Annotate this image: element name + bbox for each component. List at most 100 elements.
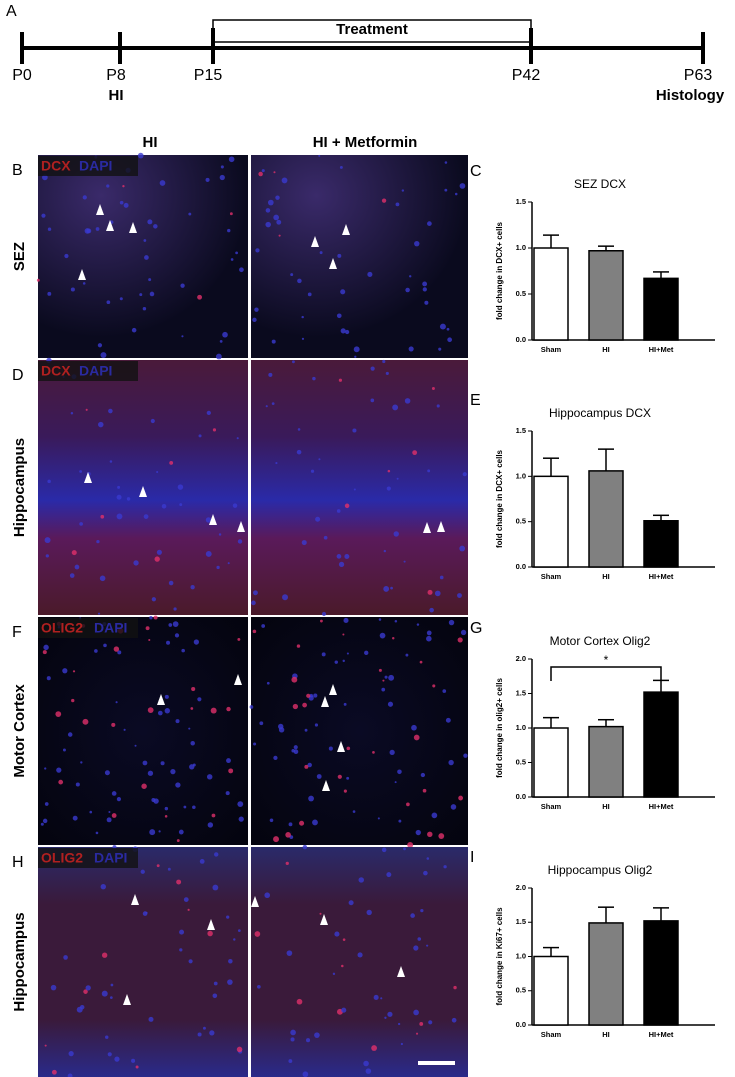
cell [89, 810, 93, 814]
cell [40, 822, 44, 826]
cell [459, 545, 466, 552]
significance-bracket [550, 666, 662, 681]
cell [414, 240, 420, 247]
cell [460, 629, 467, 636]
cell [385, 371, 389, 376]
cell [301, 540, 307, 546]
x-tick-label: HI [602, 345, 610, 354]
y-tick-label: 2.0 [516, 883, 526, 892]
cell [85, 985, 91, 991]
cell [313, 693, 318, 698]
cell [116, 513, 123, 520]
cell [416, 623, 420, 626]
cell [346, 746, 351, 751]
cell [275, 461, 278, 465]
cell [169, 461, 174, 465]
cell [237, 929, 241, 932]
cell [387, 1011, 393, 1017]
cell [293, 749, 299, 755]
cell [458, 795, 464, 801]
y-tick-label: 0.5 [516, 757, 526, 766]
y-tick-label: 2.0 [516, 654, 526, 663]
cell [397, 1022, 401, 1026]
cell [413, 945, 419, 951]
stain-label: DAPI [94, 850, 127, 866]
cell [82, 282, 86, 285]
cell [82, 718, 89, 725]
row-label: Hippocampus [11, 912, 28, 1011]
y-tick-label: 1.5 [516, 917, 526, 926]
arrowhead [237, 521, 245, 532]
cell [205, 551, 212, 557]
panel-letter: H [12, 854, 24, 871]
cell [301, 315, 304, 319]
cell [387, 469, 391, 473]
cell [463, 753, 468, 758]
cell [448, 619, 455, 626]
row-label: SEZ [11, 242, 28, 271]
cell [164, 694, 169, 699]
cell [228, 958, 233, 964]
cell [106, 817, 112, 823]
cell [344, 503, 350, 509]
cell [271, 339, 276, 344]
cell [239, 267, 244, 273]
cell [252, 629, 257, 634]
cell [451, 1017, 457, 1023]
cell [334, 660, 338, 664]
significance-mark: * [604, 653, 609, 667]
timeline-ticks [20, 28, 705, 64]
cell [99, 575, 106, 582]
cell [56, 767, 62, 773]
cell [392, 404, 399, 411]
cell [84, 228, 91, 234]
cell [328, 746, 333, 751]
cell [439, 575, 444, 580]
timepoint: P42 [512, 67, 541, 84]
cell [342, 633, 345, 636]
cell [164, 815, 168, 818]
arrowhead [139, 486, 147, 497]
cell [413, 734, 420, 741]
cell [308, 795, 314, 802]
timepoint: P15 [194, 67, 223, 84]
cell [114, 1056, 120, 1062]
cell [190, 740, 195, 746]
arrowhead [96, 204, 104, 215]
column-header: HI + Metformin [313, 134, 418, 151]
cell [403, 847, 406, 851]
cell [167, 867, 171, 871]
cell [344, 553, 350, 559]
cell [131, 1058, 136, 1063]
cell [43, 644, 49, 651]
arrowhead [322, 780, 330, 791]
cell [75, 782, 80, 787]
cell [179, 948, 183, 952]
cell [275, 195, 280, 200]
cell [235, 251, 238, 255]
cell [409, 275, 412, 278]
micrograph [251, 617, 468, 845]
micrograph [38, 155, 248, 358]
cell [282, 594, 289, 601]
bar [533, 475, 569, 568]
cell [265, 208, 271, 213]
cell [444, 161, 448, 164]
bar [643, 920, 679, 1026]
cell [153, 224, 158, 229]
cell [238, 816, 244, 822]
cell [213, 981, 218, 986]
cell [148, 638, 151, 642]
cell [254, 931, 261, 937]
cell [290, 273, 294, 277]
cell [142, 760, 148, 766]
panel-letter: E [470, 392, 481, 409]
cell [212, 428, 217, 432]
cell [445, 717, 451, 723]
cell [151, 798, 156, 803]
cell [438, 347, 442, 351]
cell [85, 408, 88, 411]
cell [111, 813, 117, 818]
cell [459, 183, 466, 189]
